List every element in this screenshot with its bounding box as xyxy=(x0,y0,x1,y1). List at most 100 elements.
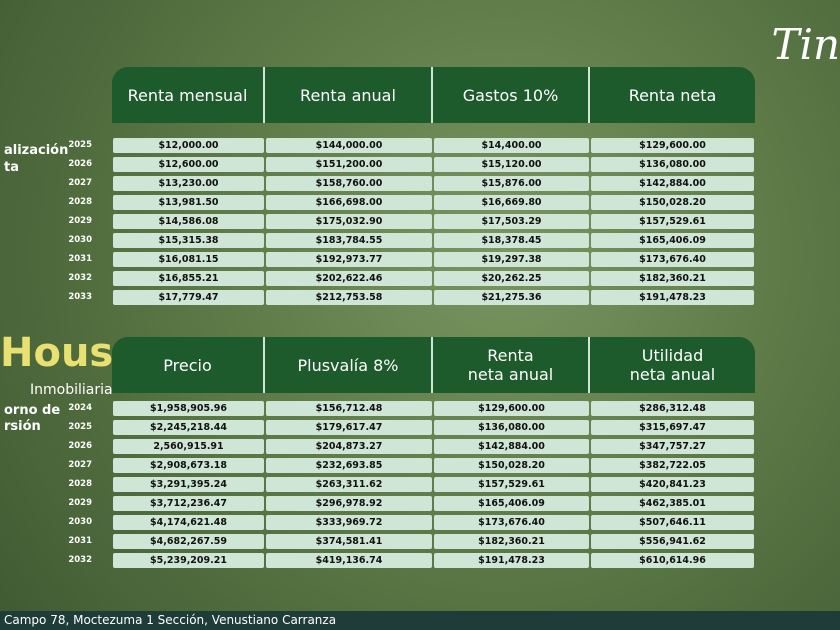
table-cell: $165,406.09 xyxy=(434,496,589,511)
header-line: neta anual xyxy=(467,365,554,384)
year-label: 2028 xyxy=(68,479,92,489)
column-header: Precio xyxy=(112,337,265,393)
table-cell: $4,174,621.48 xyxy=(113,515,264,530)
header-line: Precio xyxy=(163,355,212,375)
table-cell: $157,529.61 xyxy=(434,477,589,492)
table-cell: $191,478.23 xyxy=(591,290,754,305)
header-line: Renta anual xyxy=(300,85,396,105)
table-cell: $12,000.00 xyxy=(113,138,264,153)
table-cell: $18,378.45 xyxy=(434,233,589,248)
year-label: 2030 xyxy=(68,235,92,245)
table-cell: $166,698.00 xyxy=(266,195,432,210)
table-cell: 2,560,915.91 xyxy=(113,439,264,454)
side-label: alización xyxy=(4,143,69,158)
year-label: 2027 xyxy=(68,178,92,188)
table-cell: $150,028.20 xyxy=(434,458,589,473)
side-label: rsión xyxy=(4,419,41,434)
table-cell: $2,245,218.44 xyxy=(113,420,264,435)
table-cell: $1,958,905.96 xyxy=(113,401,264,416)
table-cell: $333,969.72 xyxy=(266,515,432,530)
table-cell: $5,239,209.21 xyxy=(113,553,264,568)
table-cell: $182,360.21 xyxy=(591,271,754,286)
table-cell: $142,884.00 xyxy=(434,439,589,454)
table-cell: $142,884.00 xyxy=(591,176,754,191)
table-cell: $14,586.08 xyxy=(113,214,264,229)
table-cell: $374,581.41 xyxy=(266,534,432,549)
table-cell: $15,876.00 xyxy=(434,176,589,191)
year-label: 2032 xyxy=(68,273,92,283)
column-header: Renta neta xyxy=(590,67,755,123)
header-line: neta anual xyxy=(629,365,716,384)
table-cell: $13,981.50 xyxy=(113,195,264,210)
table-cell: $136,080.00 xyxy=(591,157,754,172)
table-cell: $462,385.01 xyxy=(591,496,754,511)
column-header: Renta mensual xyxy=(112,67,265,123)
table-cell: $202,622.46 xyxy=(266,271,432,286)
table-cell: $382,722.05 xyxy=(591,458,754,473)
column-header: Renta neta anual xyxy=(433,337,590,393)
header-line: Renta neta xyxy=(628,85,717,105)
table-cell: $16,669.80 xyxy=(434,195,589,210)
year-label: 2031 xyxy=(68,536,92,546)
table-cell: $175,032.90 xyxy=(266,214,432,229)
table-cell: $12,600.00 xyxy=(113,157,264,172)
logo: Tin xyxy=(771,20,840,69)
table-cell: $232,693.85 xyxy=(266,458,432,473)
table-cell: $15,120.00 xyxy=(434,157,589,172)
year-label: 2030 xyxy=(68,517,92,527)
table-cell: $420,841.23 xyxy=(591,477,754,492)
column-header: Utilidad neta anual xyxy=(590,337,755,393)
table-cell: $419,136.74 xyxy=(266,553,432,568)
table-cell: $156,712.48 xyxy=(266,401,432,416)
table-cell: $151,200.00 xyxy=(266,157,432,172)
table-cell: $165,406.09 xyxy=(591,233,754,248)
table-cell: $315,697.47 xyxy=(591,420,754,435)
table-cell: $14,400.00 xyxy=(434,138,589,153)
year-label: 2026 xyxy=(68,159,92,169)
side-label: ta xyxy=(4,160,19,175)
table-cell: $17,779.47 xyxy=(113,290,264,305)
footer: Campo 78, Moctezuma 1 Sección, Venustian… xyxy=(0,611,840,630)
table-cell: $173,676.40 xyxy=(434,515,589,530)
table-cell: $21,275.36 xyxy=(434,290,589,305)
table-cell: $16,855.21 xyxy=(113,271,264,286)
column-header: Plusvalía 8% xyxy=(265,337,433,393)
table-cell: $150,028.20 xyxy=(591,195,754,210)
table-cell: $4,682,267.59 xyxy=(113,534,264,549)
year-label: 2024 xyxy=(68,403,92,413)
year-label: 2025 xyxy=(68,422,92,432)
column-header: Renta anual xyxy=(265,67,433,123)
header-line: Plusvalía 8% xyxy=(297,355,399,375)
table-cell: $183,784.55 xyxy=(266,233,432,248)
table-cell: $212,753.58 xyxy=(266,290,432,305)
year-label: 2025 xyxy=(68,140,92,150)
table-cell: $347,757.27 xyxy=(591,439,754,454)
table-cell: $20,262.25 xyxy=(434,271,589,286)
table-cell: $136,080.00 xyxy=(434,420,589,435)
year-label: 2029 xyxy=(68,498,92,508)
table-cell: $296,978.92 xyxy=(266,496,432,511)
year-label: 2032 xyxy=(68,555,92,565)
table-cell: $204,873.27 xyxy=(266,439,432,454)
year-label: 2027 xyxy=(68,460,92,470)
table-cell: $179,617.47 xyxy=(266,420,432,435)
year-label: 2033 xyxy=(68,292,92,302)
header-line: Utilidad xyxy=(641,346,704,365)
table-cell: $610,614.96 xyxy=(591,553,754,568)
year-label: 2028 xyxy=(68,197,92,207)
year-label: 2031 xyxy=(68,254,92,264)
table-cell: $157,529.61 xyxy=(591,214,754,229)
table-cell: $144,000.00 xyxy=(266,138,432,153)
side-label: Inmobiliaria xyxy=(30,382,113,398)
year-label: 2029 xyxy=(68,216,92,226)
table-cell: $182,360.21 xyxy=(434,534,589,549)
table-cell: $191,478.23 xyxy=(434,553,589,568)
header-line: Renta mensual xyxy=(127,85,248,105)
table-cell: $2,908,673.18 xyxy=(113,458,264,473)
column-header: Gastos 10% xyxy=(433,67,590,123)
table-cell: $263,311.62 xyxy=(266,477,432,492)
table-cell: $129,600.00 xyxy=(434,401,589,416)
table-cell: $129,600.00 xyxy=(591,138,754,153)
table-cell: $158,760.00 xyxy=(266,176,432,191)
